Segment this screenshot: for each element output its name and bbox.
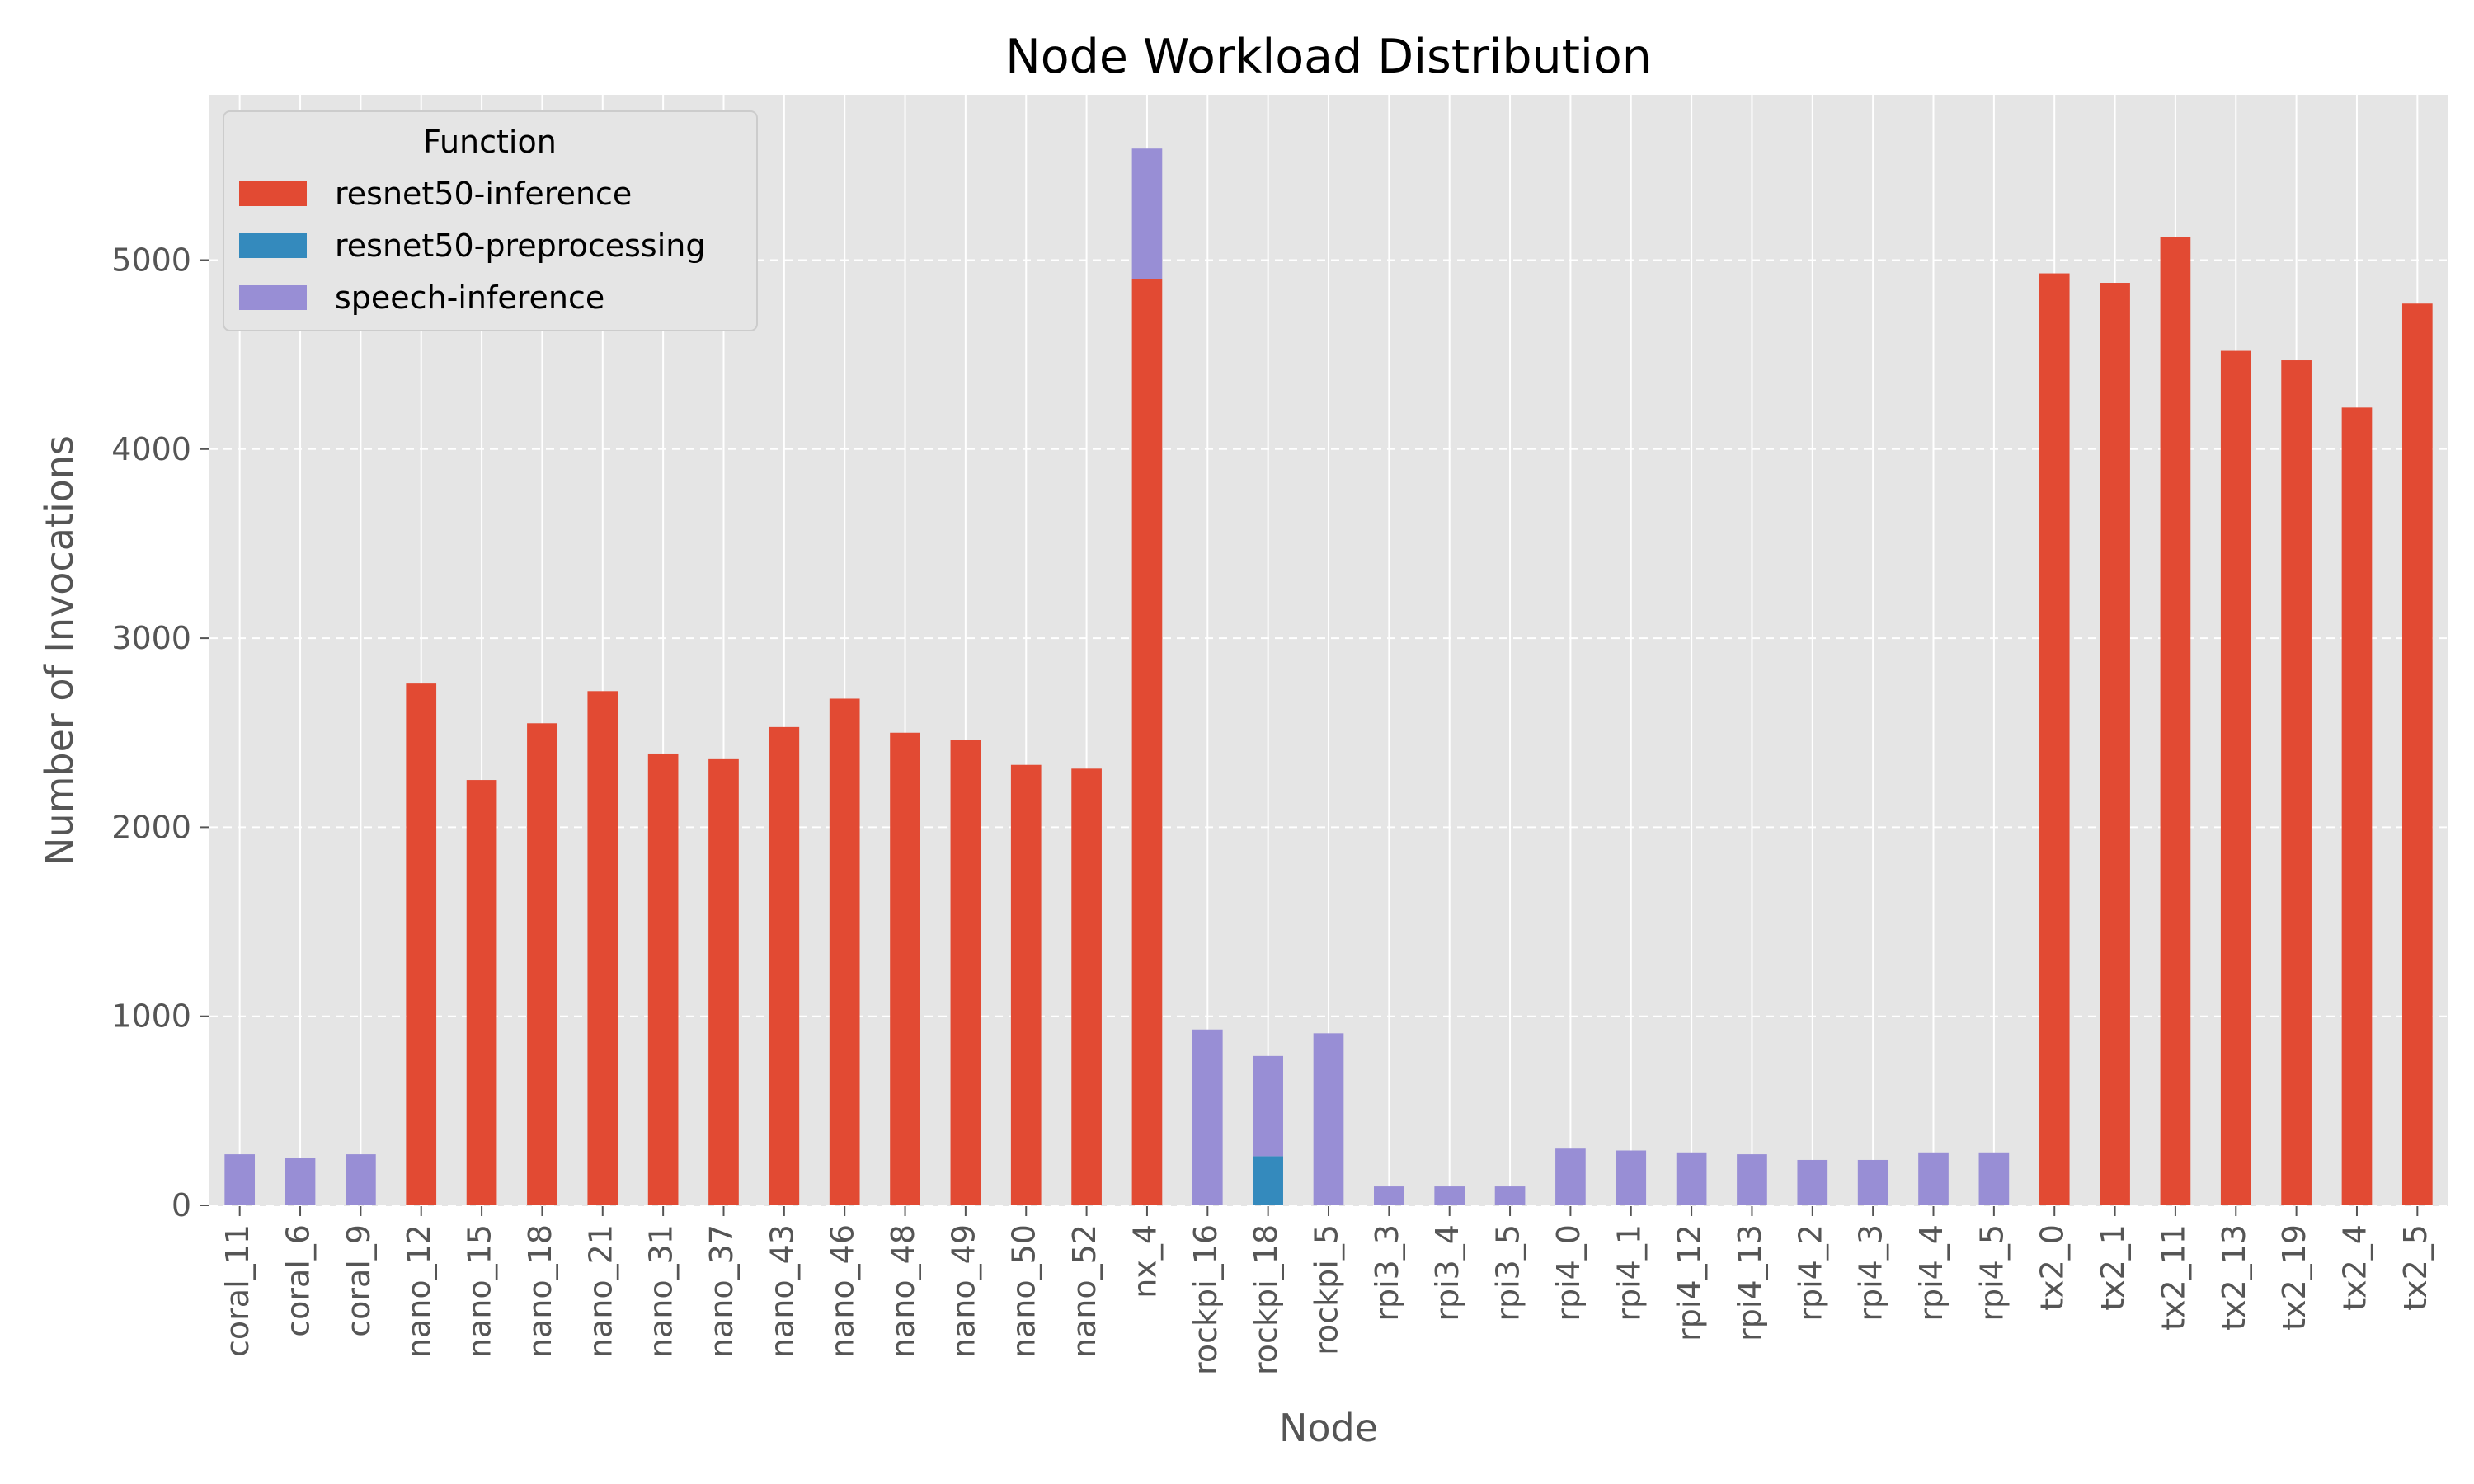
- bar-segment-resnet50-preprocessing: [1253, 1156, 1283, 1205]
- x-tick-label: nano_37: [703, 1224, 740, 1358]
- bar-segment-speech-inference: [1918, 1152, 1949, 1205]
- bar-segment-resnet50-inference: [708, 758, 739, 1205]
- bar-segment-resnet50-inference: [769, 726, 800, 1205]
- legend: Function resnet50-inference resnet50-prep…: [223, 110, 758, 331]
- bar-segment-speech-inference: [1616, 1150, 1647, 1205]
- bar-segment-speech-inference: [1131, 148, 1163, 279]
- y-tick-label: 5000: [111, 242, 191, 279]
- x-tick-label: coral_6: [280, 1224, 317, 1337]
- bar-segment-speech-inference: [1313, 1033, 1344, 1205]
- x-tick-label: tx2_1: [2095, 1224, 2131, 1311]
- bar-segment-resnet50-inference: [587, 691, 618, 1205]
- y-axis: 0 1000 2000 3000 4000 5000: [111, 242, 209, 1223]
- bar-segment-resnet50-inference: [2100, 283, 2130, 1205]
- x-tick-label: rpi4_2: [1792, 1224, 1828, 1322]
- x-axis: coral_11 coral_6 coral_9 nano_12 nano_15 nano…: [219, 1206, 2434, 1375]
- x-tick-label: rpi3_4: [1429, 1224, 1465, 1322]
- x-tick-label: nano_18: [522, 1224, 558, 1358]
- x-tick-label: rpi4_12: [1672, 1224, 1708, 1341]
- x-tick-label: nano_49: [945, 1224, 981, 1358]
- bar-segment-resnet50-inference: [890, 732, 920, 1205]
- x-tick-label: nano_52: [1066, 1224, 1103, 1358]
- bar-segment-speech-inference: [1737, 1154, 1767, 1205]
- x-tick-label: rpi3_5: [1490, 1224, 1526, 1322]
- y-tick-label: 2000: [111, 809, 191, 845]
- bar-segment-speech-inference: [1676, 1152, 1707, 1205]
- x-tick-label: rpi4_3: [1853, 1224, 1889, 1322]
- x-tick-label: tx2_13: [2216, 1224, 2252, 1331]
- legend-label-speech-inference: speech-inference: [335, 279, 604, 316]
- x-tick-label: nano_31: [643, 1224, 680, 1358]
- bar-segment-resnet50-inference: [406, 683, 437, 1205]
- legend-swatch-speech-inference: [239, 285, 307, 310]
- y-tick-label: 1000: [111, 998, 191, 1035]
- x-tick-label: tx2_0: [2034, 1224, 2071, 1311]
- x-tick-label: nano_12: [401, 1224, 437, 1358]
- bar-segment-resnet50-inference: [1131, 279, 1163, 1206]
- chart-title: Node Workload Distribution: [1005, 30, 1652, 84]
- x-tick-label: coral_11: [219, 1224, 256, 1357]
- legend-label-resnet50-preprocessing: resnet50-preprocessing: [335, 228, 705, 264]
- bar-segment-resnet50-inference: [2281, 360, 2312, 1205]
- x-axis-title: Node: [1279, 1406, 1378, 1450]
- x-tick-label: nano_43: [764, 1224, 800, 1358]
- y-tick-label: 3000: [111, 620, 191, 656]
- x-tick-label: tx2_5: [2397, 1224, 2434, 1311]
- bars: [224, 148, 2433, 1206]
- bar-segment-speech-inference: [1978, 1152, 2010, 1205]
- bar-segment-speech-inference: [1253, 1055, 1283, 1157]
- legend-title: Function: [423, 124, 557, 160]
- x-tick-label: coral_9: [341, 1224, 377, 1337]
- x-tick-label: rpi4_5: [1973, 1224, 2010, 1322]
- y-tick-label: 4000: [111, 431, 191, 467]
- legend-swatch-resnet50-preprocessing: [239, 233, 307, 258]
- x-tick-label: nx_4: [1126, 1224, 1163, 1298]
- x-tick-label: rockpi_18: [1248, 1224, 1284, 1375]
- x-tick-label: rpi4_0: [1550, 1224, 1587, 1322]
- x-tick-label: tx2_11: [2155, 1224, 2191, 1331]
- x-tick-label: nano_15: [462, 1224, 498, 1358]
- bar-segment-speech-inference: [1857, 1159, 1888, 1205]
- x-tick-label: rpi4_13: [1732, 1224, 1768, 1341]
- bar-segment-resnet50-inference: [2220, 350, 2251, 1206]
- bar-segment-resnet50-inference: [647, 753, 679, 1205]
- bar-segment-resnet50-inference: [466, 780, 497, 1205]
- bar-segment-resnet50-inference: [1071, 768, 1102, 1205]
- x-tick-label: nano_46: [825, 1224, 861, 1358]
- y-axis-title: Number of Invocations: [37, 435, 82, 866]
- bar-segment-resnet50-inference: [950, 740, 981, 1205]
- bar-segment-speech-inference: [1374, 1186, 1404, 1205]
- legend-label-resnet50-inference: resnet50-inference: [335, 176, 632, 212]
- bar-segment-speech-inference: [224, 1154, 256, 1205]
- bar-segment-speech-inference: [1555, 1148, 1586, 1205]
- x-tick-label: nano_50: [1006, 1224, 1042, 1358]
- bar-segment-resnet50-inference: [2039, 273, 2070, 1205]
- bar-segment-resnet50-inference: [2341, 407, 2373, 1205]
- x-tick-label: rpi4_1: [1611, 1224, 1647, 1322]
- x-tick-label: tx2_19: [2276, 1224, 2312, 1331]
- x-tick-label: nano_21: [582, 1224, 618, 1358]
- bar-segment-speech-inference: [285, 1158, 316, 1205]
- legend-box: [223, 110, 758, 331]
- x-tick-label: rockpi_16: [1188, 1224, 1224, 1375]
- bar-segment-resnet50-inference: [527, 723, 557, 1205]
- x-tick-label: tx2_4: [2336, 1224, 2373, 1311]
- bar-segment-speech-inference: [1434, 1186, 1465, 1205]
- x-tick-label: nano_48: [885, 1224, 921, 1358]
- x-tick-label: rpi4_4: [1913, 1224, 1950, 1322]
- bar-segment-speech-inference: [1192, 1029, 1223, 1205]
- bar-segment-resnet50-inference: [1010, 764, 1042, 1205]
- bar-segment-resnet50-inference: [829, 698, 860, 1205]
- bar-segment-speech-inference: [346, 1154, 376, 1205]
- bar-segment-resnet50-inference: [2160, 237, 2191, 1205]
- bar-segment-resnet50-inference: [2401, 303, 2433, 1205]
- x-tick-label: rpi3_3: [1369, 1224, 1405, 1322]
- bar-segment-speech-inference: [1797, 1159, 1828, 1205]
- y-tick-label: 0: [172, 1187, 191, 1223]
- bar-segment-speech-inference: [1494, 1186, 1526, 1205]
- x-tick-label: rockpi_5: [1309, 1224, 1345, 1355]
- legend-swatch-resnet50-inference: [239, 181, 307, 206]
